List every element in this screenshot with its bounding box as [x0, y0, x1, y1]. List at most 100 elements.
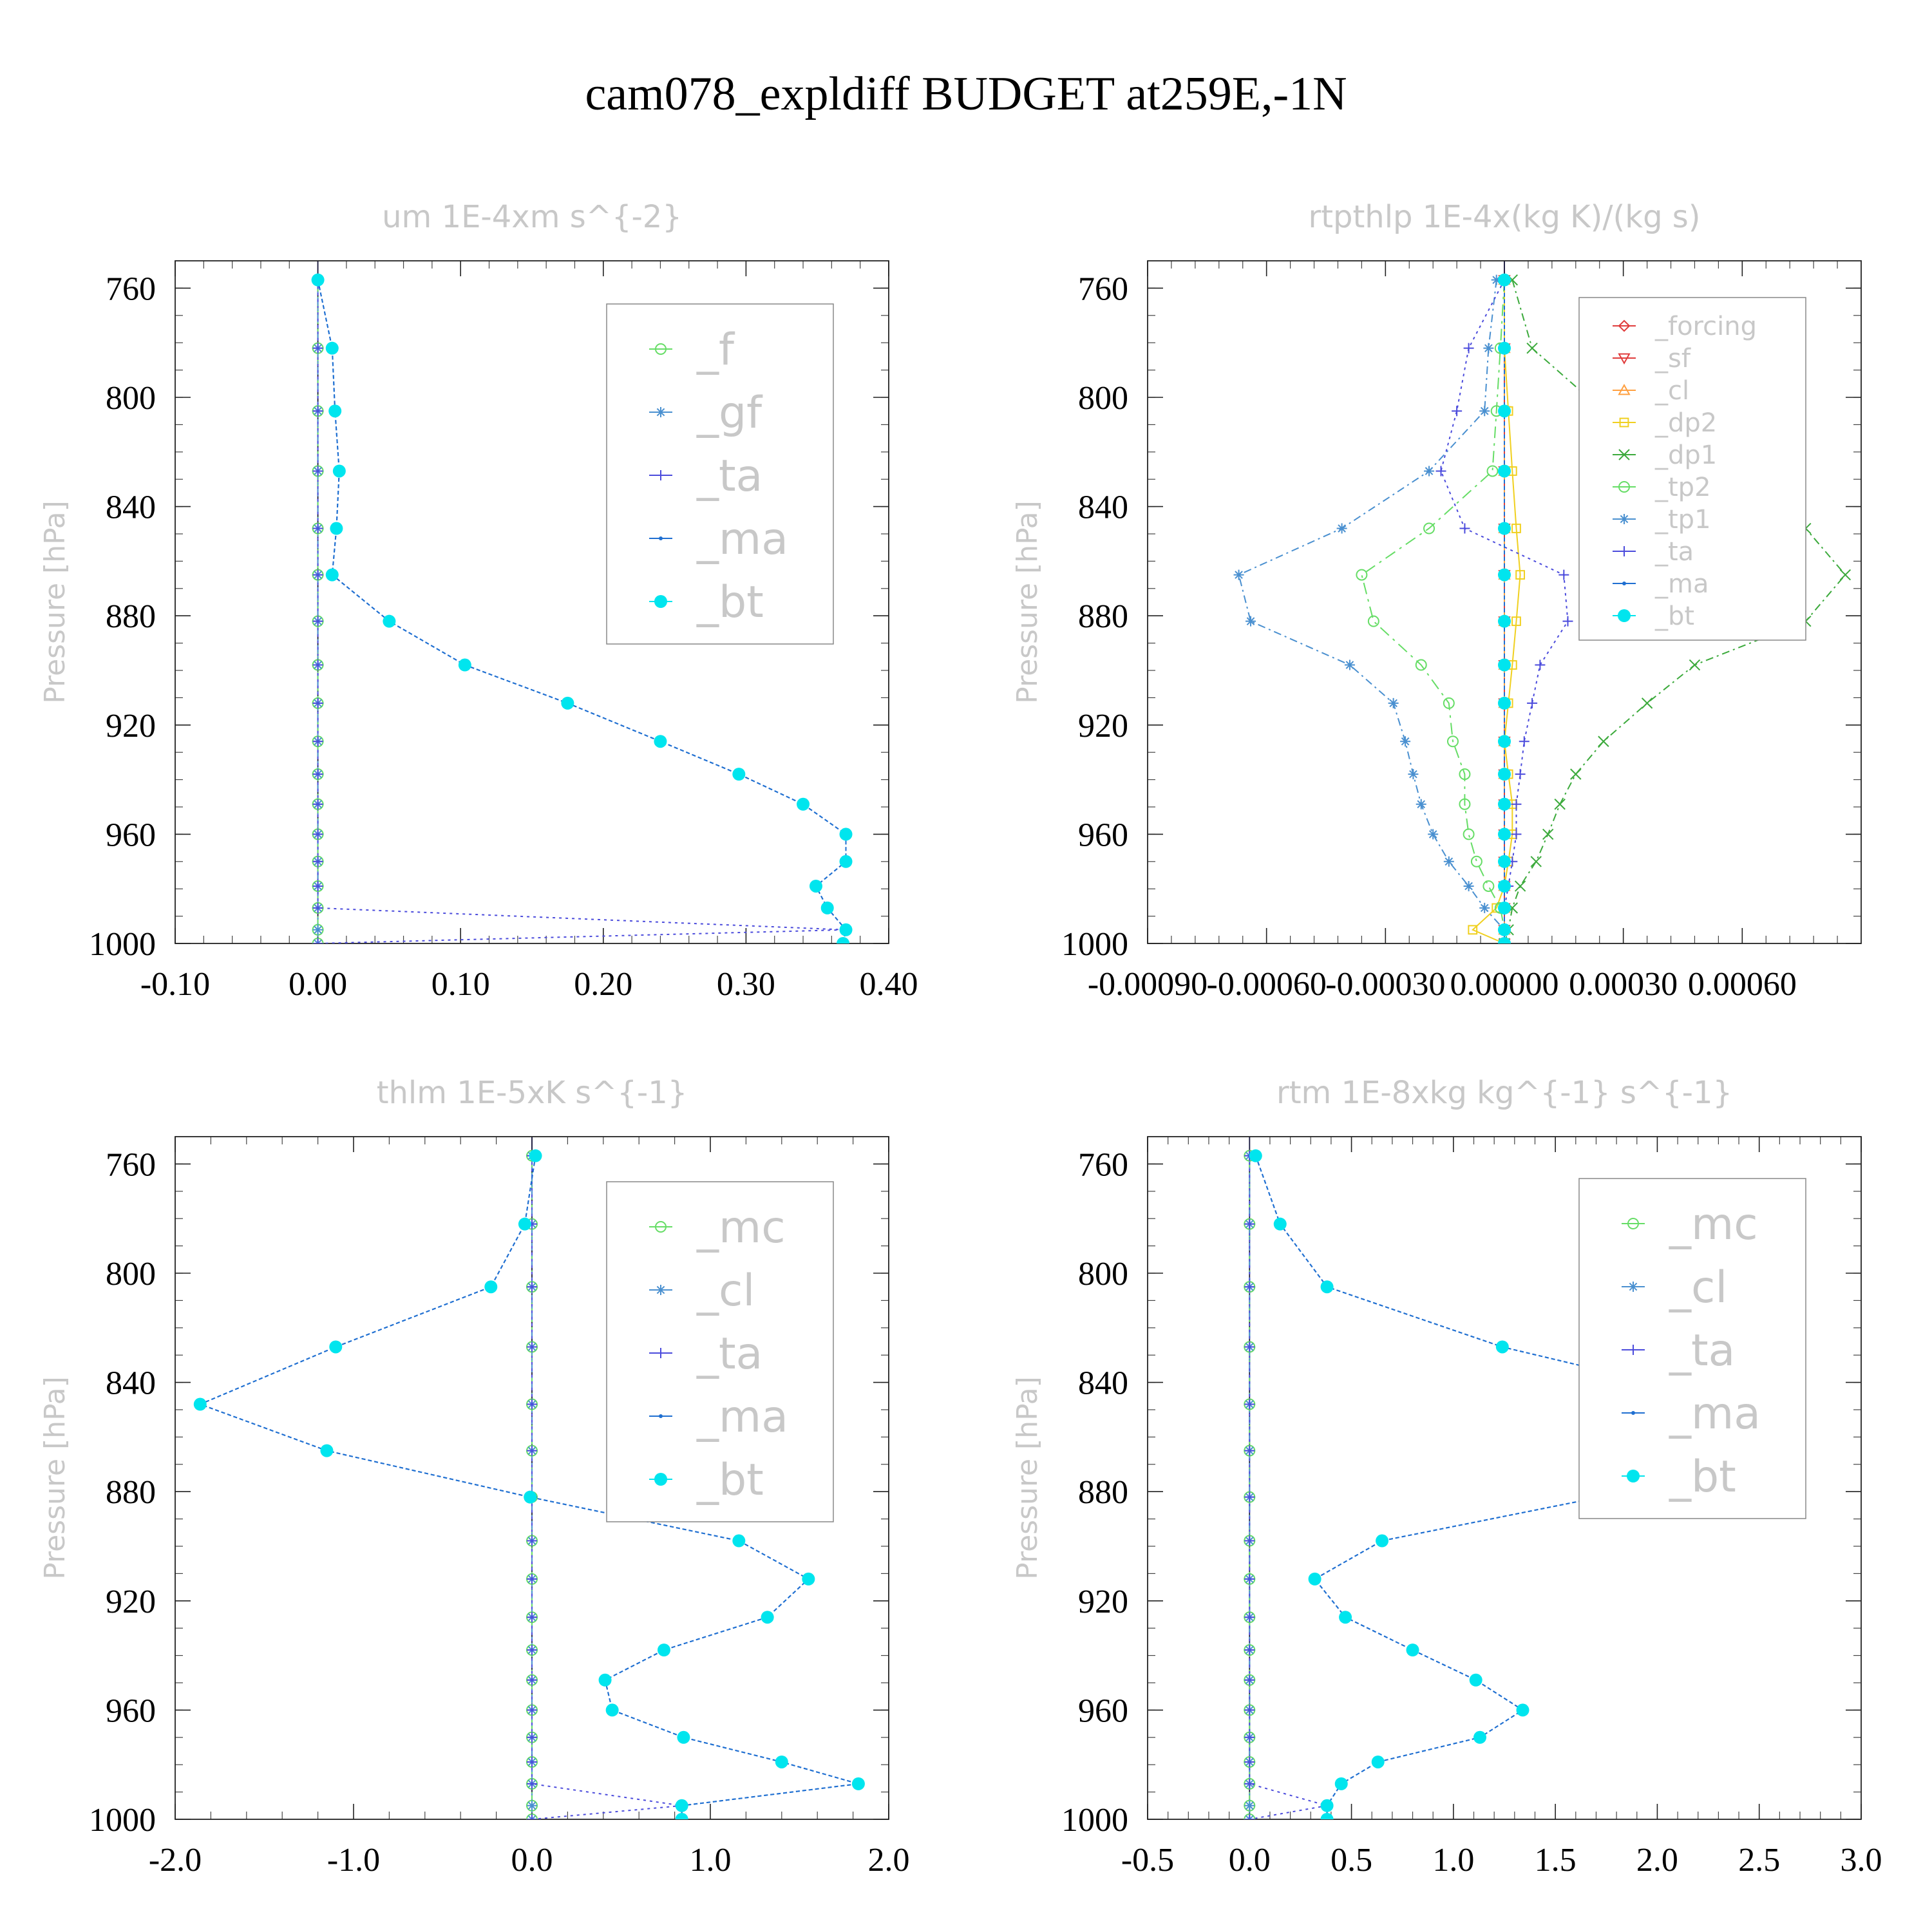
- data-point-bt: [1376, 1534, 1389, 1548]
- data-point-ta: [312, 880, 323, 891]
- data-point-ta: [527, 1705, 537, 1716]
- data-point-bt: [1473, 1730, 1487, 1744]
- data-point-ta: [1244, 1341, 1255, 1352]
- data-point-ta: [527, 1778, 537, 1789]
- data-point-bt: [1320, 1280, 1334, 1294]
- data-point-tp2: [1446, 735, 1459, 748]
- data-point-ta: [312, 523, 323, 534]
- data-point-tp1: [1336, 523, 1347, 534]
- data-point-bt: [797, 797, 810, 811]
- legend-marker: [1618, 449, 1630, 460]
- data-point-bt: [657, 1643, 670, 1657]
- data-point-ta: [1244, 1756, 1255, 1767]
- data-point-ta: [1562, 616, 1573, 627]
- x-tick-label: -2.0: [149, 1842, 202, 1879]
- legend-marker: [1631, 1411, 1635, 1415]
- x-tick-label: -0.00060: [1207, 966, 1327, 1003]
- x-tick-label: 0.30: [717, 966, 775, 1003]
- data-point-bt: [1498, 923, 1511, 936]
- data-point-tp1: [1463, 880, 1474, 891]
- data-point-bt: [839, 855, 853, 868]
- data-point-bt: [328, 404, 342, 418]
- data-point-gf: [312, 924, 323, 935]
- y-tick-label: 1000: [89, 1802, 156, 1839]
- legend-marker: [1618, 609, 1631, 622]
- data-point-ta: [1244, 1445, 1255, 1456]
- legend-marker: [656, 1348, 666, 1358]
- x-tick-label: -0.00030: [1325, 966, 1445, 1003]
- y-tick-label: 920: [1078, 1584, 1128, 1620]
- data-point-bt: [1406, 1643, 1419, 1657]
- data-point-bt: [761, 1611, 774, 1624]
- data-point-ta: [312, 616, 323, 627]
- data-point-tp2: [1367, 615, 1379, 627]
- panel-title: thlm 1E-5xK s^{-1}: [377, 1075, 688, 1111]
- y-tick-label: 920: [106, 1584, 156, 1620]
- series-group: [193, 1149, 865, 1819]
- y-tick-label: 760: [1078, 270, 1128, 307]
- y-axis-label: Pressure [hPa]: [39, 500, 71, 704]
- y-tick-label: 840: [106, 489, 156, 526]
- data-point-bt: [1320, 1799, 1334, 1812]
- legend-marker: [1627, 1470, 1640, 1482]
- y-tick-label: 880: [1078, 598, 1128, 635]
- data-point-bt: [1273, 1217, 1287, 1231]
- legend-label: _ta: [696, 451, 762, 502]
- data-point-bt: [1498, 879, 1511, 893]
- x-tick-label: 1.5: [1535, 1842, 1577, 1879]
- legend-label: _dp2: [1654, 408, 1717, 438]
- y-tick-label: 800: [106, 1256, 156, 1293]
- legend-label: _cl: [1669, 1262, 1727, 1313]
- data-point-bt: [329, 1340, 343, 1354]
- data-point-tp2: [1443, 697, 1455, 709]
- data-point-bt: [1469, 1673, 1482, 1687]
- panel-title: rtm 1E-8xkg kg^{-1} s^{-1}: [1276, 1075, 1732, 1111]
- series-line-tp2: [1361, 279, 1505, 943]
- data-point-ta: [312, 829, 323, 840]
- panel-title: rtpthlp 1E-4x(kg K)/(kg s): [1308, 199, 1700, 235]
- data-point-bt: [1498, 522, 1511, 535]
- x-tick-label: -0.00090: [1088, 966, 1208, 1003]
- y-tick-label: 920: [106, 708, 156, 744]
- data-point-bt: [458, 658, 471, 672]
- data-point-bt: [837, 937, 850, 943]
- data-point-bt: [675, 1799, 688, 1812]
- data-point-bt: [330, 522, 343, 535]
- legend-label: _cl: [1654, 376, 1689, 406]
- data-point-ta: [1459, 523, 1470, 534]
- data-point-dp2: [1511, 616, 1521, 627]
- data-point-tp2: [1356, 569, 1368, 581]
- legend: _forcing _sf_cl_dp2_dp1 _tp2 _tp1_ta_ma_bt: [1578, 297, 1806, 641]
- data-point-ta: [1535, 659, 1546, 670]
- data-point-bt: [1498, 937, 1511, 943]
- data-point-cl: [1244, 1800, 1255, 1811]
- data-point-dp1: [1554, 799, 1566, 810]
- data-point-bt: [484, 1280, 498, 1294]
- data-point-bt: [320, 1444, 334, 1457]
- data-point-bt: [1498, 341, 1511, 355]
- data-point-ta: [312, 736, 323, 747]
- y-tick-label: 920: [1078, 708, 1128, 744]
- data-point-ta: [312, 902, 323, 913]
- data-point-bt: [1334, 1777, 1348, 1790]
- data-point-ta: [527, 1732, 537, 1743]
- x-tick-label: 0.0: [1229, 1842, 1271, 1879]
- data-point-dp2: [1468, 925, 1478, 935]
- x-tick-label: 0.10: [431, 966, 490, 1003]
- legend-marker: [655, 1221, 667, 1233]
- data-point-dp1: [1839, 569, 1852, 581]
- series-line-dp2: [1471, 279, 1521, 943]
- data-point-bt: [605, 1703, 619, 1717]
- x-tick-label: 1.0: [690, 1842, 732, 1879]
- data-point-ta: [1244, 1492, 1255, 1502]
- data-point-bt: [598, 1673, 612, 1687]
- y-tick-label: 880: [1078, 1474, 1128, 1511]
- panel-title: um 1E-4xm s^{-2}: [382, 199, 682, 235]
- legend-label: _ma: [1669, 1388, 1761, 1439]
- data-point-tp2: [1463, 828, 1475, 840]
- data-point-ta: [312, 769, 323, 780]
- chart-panel-1: um 1E-4xm s^{-2} Pressure [hPa] 760 800 840 8…: [39, 199, 918, 1003]
- data-point-tp2: [1486, 465, 1499, 477]
- data-point-bt: [677, 1730, 690, 1744]
- data-point-bt: [1498, 768, 1511, 781]
